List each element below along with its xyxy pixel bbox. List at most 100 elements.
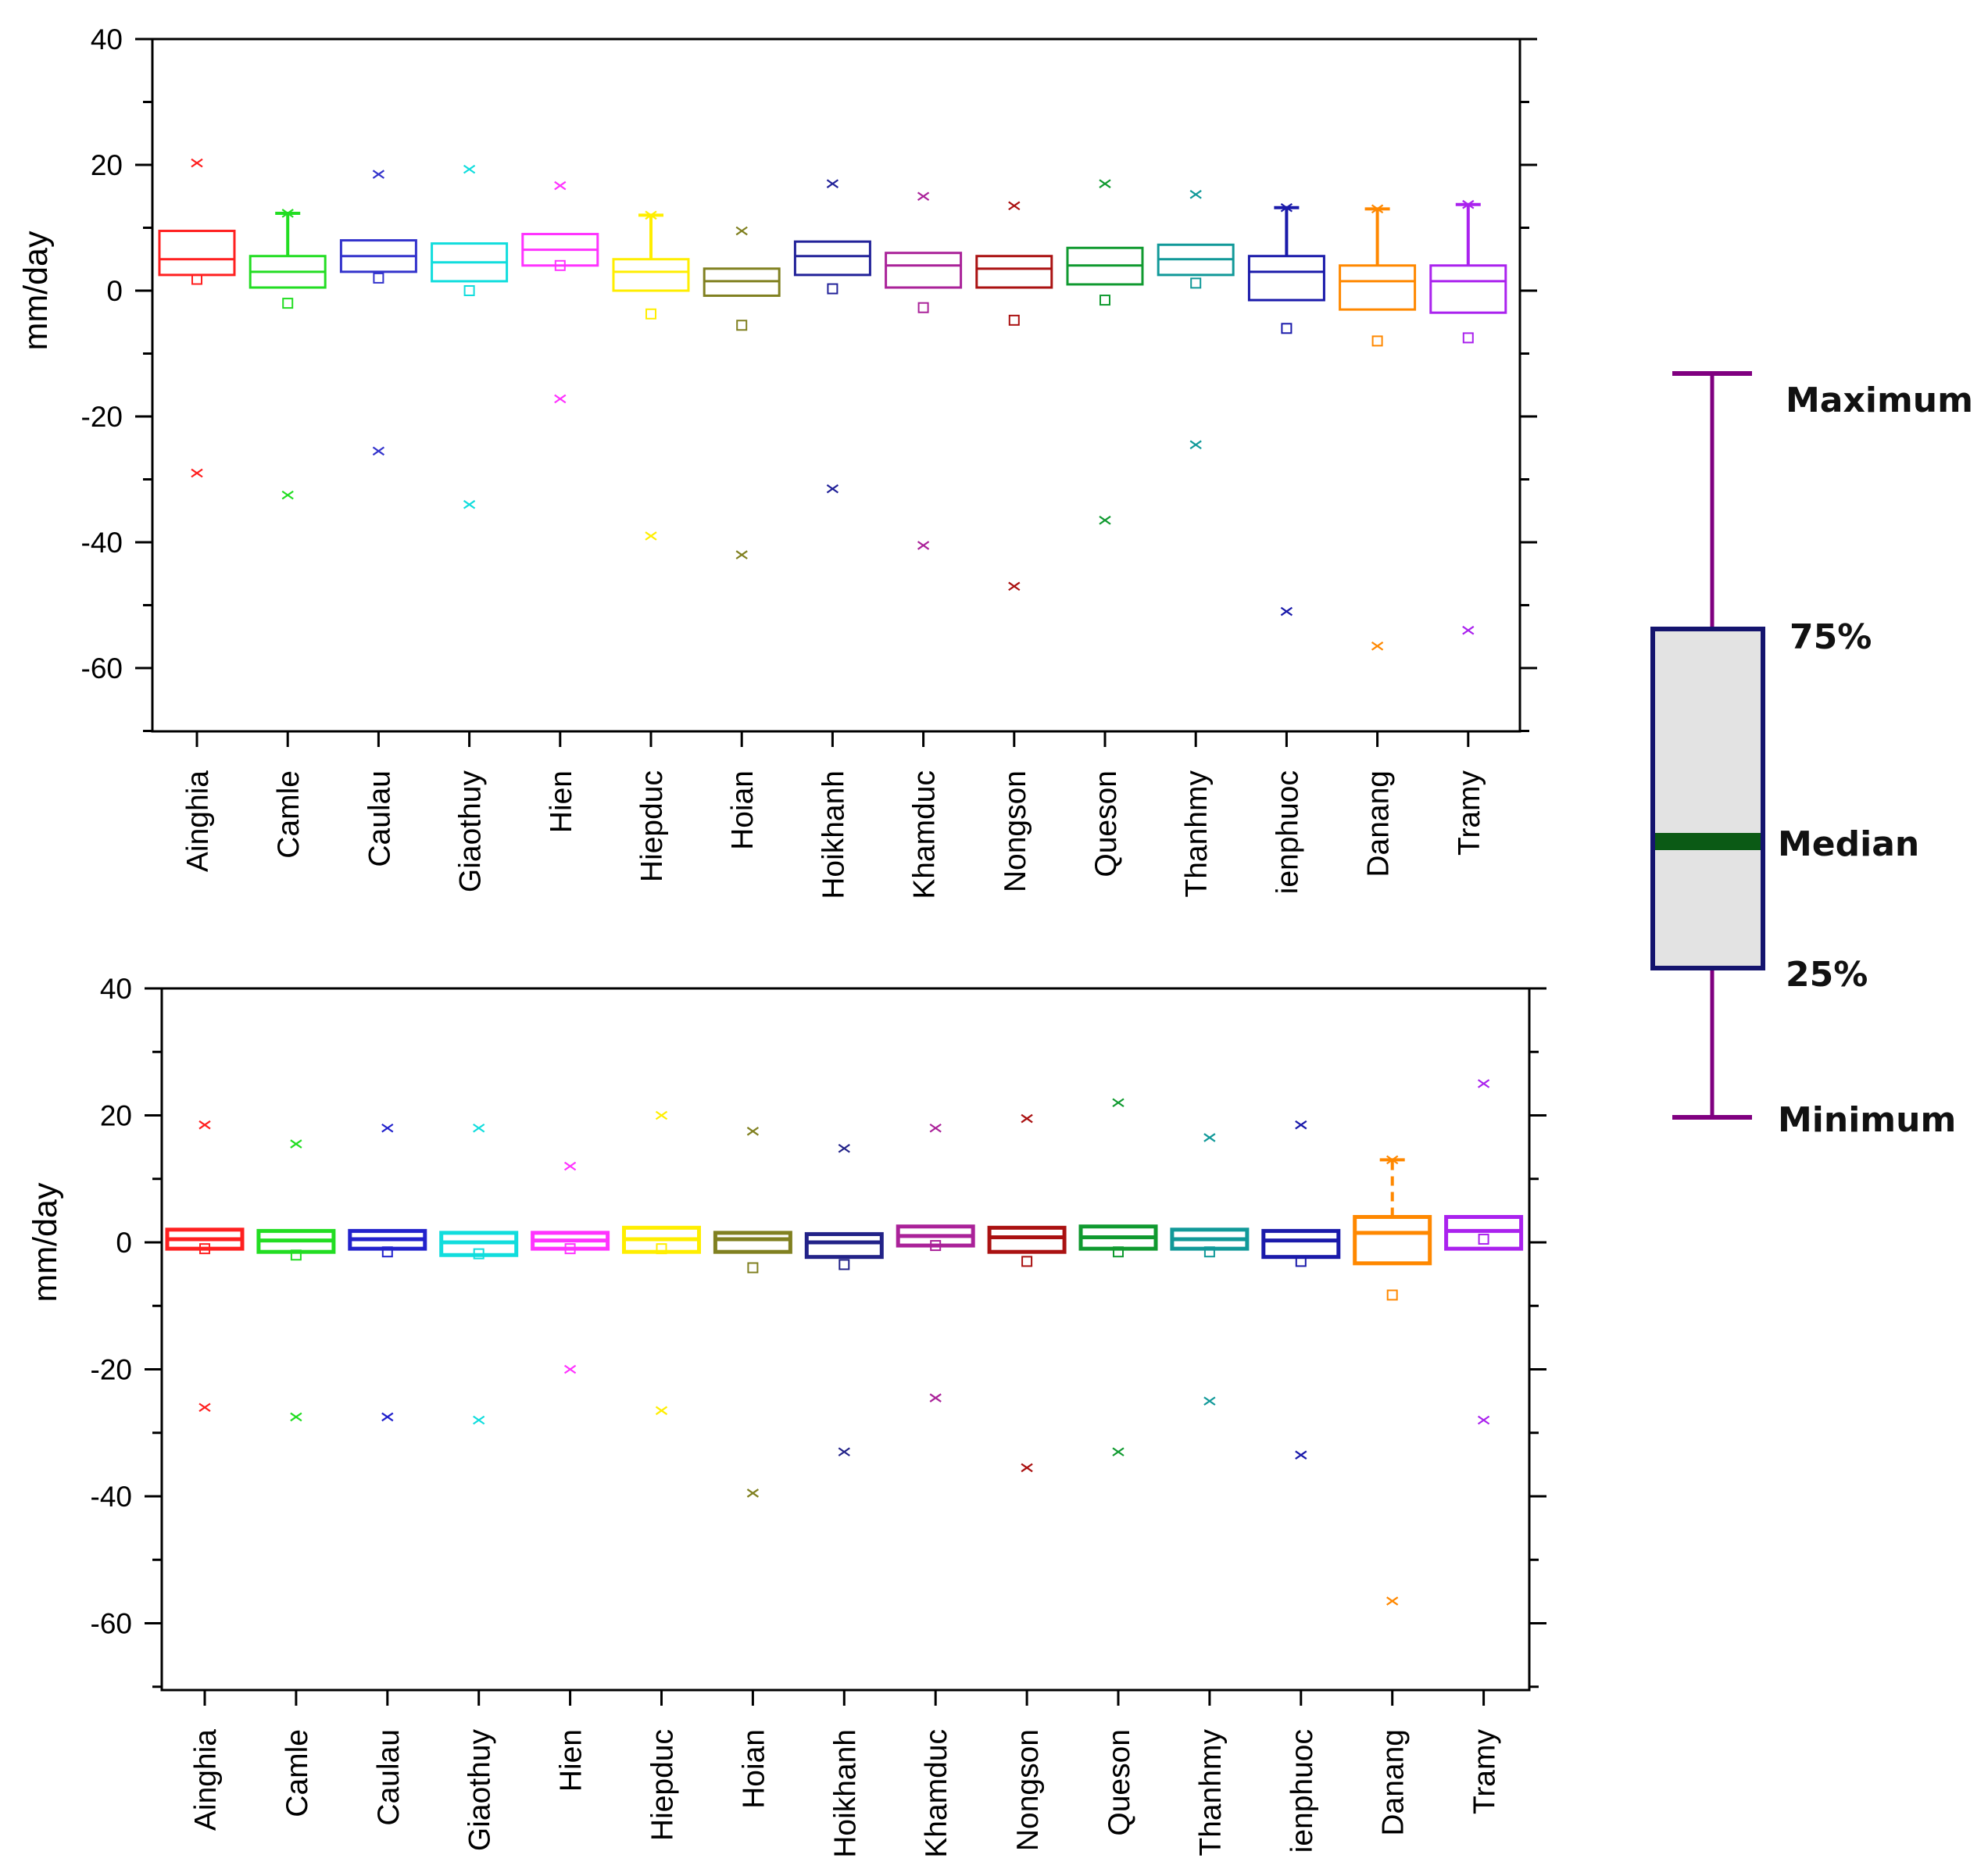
max-marker-b — [1021, 1113, 1033, 1124]
min-marker-b — [1189, 440, 1202, 450]
mean-marker — [564, 1243, 576, 1255]
max-marker-b — [1371, 204, 1384, 214]
y-tick-label: -20 — [81, 401, 123, 433]
x-category-label: Ainghia — [181, 770, 215, 872]
mean-marker — [1008, 314, 1020, 326]
labels-top: mm/day Ainghia Camle Caulau Giaothuy Hien Hiep… — [17, 230, 1486, 899]
x-category-label: Camle — [281, 1729, 314, 1817]
y-tick-label: 40 — [100, 973, 132, 1005]
legend-label-median: Median — [1778, 824, 1919, 864]
min-marker-b — [463, 499, 476, 509]
max-marker-b — [191, 158, 203, 168]
max-marker-b — [746, 1127, 760, 1136]
x-category-label: Hoikhanh — [828, 1729, 862, 1858]
min-marker-b — [563, 1364, 577, 1374]
max-marker-b — [290, 1139, 302, 1149]
chart-top: 40 20 0 -20 -40 -60 mm/day Ainghia Camle Caulau G… — [17, 23, 1537, 899]
min-marker-b — [655, 1406, 668, 1416]
mean-marker — [1462, 332, 1474, 344]
max-marker-b — [735, 226, 748, 236]
box — [1261, 1228, 1341, 1260]
x-category-label: Hiepduc — [646, 1729, 680, 1841]
min-marker-b — [735, 550, 748, 559]
max-marker-b — [563, 1161, 577, 1171]
legend-label-minimum: Minimum — [1778, 1100, 1956, 1140]
min-marker-b — [1280, 606, 1293, 616]
min-marker-b — [645, 531, 657, 541]
max-marker-b — [645, 210, 657, 220]
min-marker-b — [1008, 581, 1021, 591]
min-marker-b — [198, 1403, 211, 1413]
min-marker-b — [917, 541, 930, 550]
max-marker-b — [1280, 202, 1293, 213]
max-marker-b — [655, 1110, 668, 1120]
mean-marker — [1386, 1289, 1398, 1301]
mean-marker — [199, 1243, 210, 1255]
box — [713, 1231, 792, 1254]
x-category-label: Hoian — [726, 770, 760, 850]
legend-label-25: 25% — [1786, 955, 1868, 995]
min-marker-b — [1477, 1415, 1490, 1425]
legend-median-bar — [1655, 833, 1761, 850]
box — [793, 240, 871, 277]
box — [1429, 264, 1507, 314]
mean-marker — [554, 259, 566, 271]
x-category-label: Thanhmy — [1180, 770, 1214, 898]
min-marker-b — [473, 1415, 485, 1425]
y-tick-label: 20 — [91, 149, 123, 181]
mean-marker — [645, 308, 656, 320]
x-category-label: Tramy — [1468, 1729, 1502, 1815]
mean-marker — [1281, 323, 1293, 334]
max-marker-b — [281, 209, 294, 218]
min-marker-b — [191, 468, 203, 478]
max-marker-b — [917, 191, 930, 202]
box — [885, 252, 963, 289]
x-category-label: Khamduc — [908, 770, 942, 899]
x-category-label: Hoikhanh — [817, 770, 850, 899]
min-marker-b — [1203, 1396, 1216, 1406]
x-category-label: Hien — [545, 770, 578, 833]
max-marker-b — [463, 164, 476, 174]
mean-marker — [1021, 1256, 1033, 1267]
labels-bottom: mm/day Ainghia Camle Caulau Giaothuy Hien Hiep… — [27, 1182, 1502, 1858]
x-category-label: Hiepduc — [635, 770, 669, 882]
y-tick-label: -40 — [81, 527, 123, 559]
x-category-label: Nongson — [1011, 1729, 1045, 1851]
box — [804, 1231, 884, 1260]
x-category-label: Hien — [555, 1729, 588, 1792]
mean-marker — [191, 273, 202, 285]
y-ticks-top: 40 20 0 -20 -40 -60 — [81, 23, 1537, 732]
max-marker-b — [198, 1120, 211, 1130]
max-marker-b — [1203, 1133, 1216, 1142]
x-category-label: ienphuoc — [1271, 770, 1304, 894]
min-marker-b — [838, 1447, 850, 1456]
mean-marker — [1099, 295, 1110, 306]
max-marker-b — [1008, 201, 1021, 211]
mean-marker — [838, 1259, 850, 1270]
box — [612, 258, 690, 292]
min-marker-b — [1099, 516, 1111, 525]
x-category-label: Danang — [1377, 1729, 1411, 1836]
x-category-label: Ainghia — [189, 1729, 223, 1831]
max-marker-b — [826, 179, 839, 188]
max-marker-b — [1099, 179, 1111, 188]
plot-frame-top — [151, 38, 1521, 733]
mean-marker — [747, 1262, 759, 1274]
x-category-label: Khamduc — [920, 1729, 953, 1858]
min-marker-b — [281, 490, 294, 500]
box — [1339, 264, 1417, 311]
min-marker-b — [826, 484, 839, 494]
y-axis-label: mm/day — [27, 1182, 64, 1302]
box — [975, 255, 1053, 289]
min-marker-b — [554, 394, 567, 404]
min-marker-b — [1112, 1447, 1125, 1456]
boxes-top — [158, 158, 1507, 651]
mean-marker — [1295, 1256, 1307, 1267]
x-category-label: Hoian — [737, 1729, 771, 1809]
min-marker-b — [372, 446, 385, 456]
x-category-label: ienphuoc — [1285, 1729, 1319, 1853]
mean-marker — [656, 1243, 667, 1255]
x-category-label: Caulau — [363, 770, 396, 867]
x-category-label: Caulau — [372, 1729, 406, 1826]
